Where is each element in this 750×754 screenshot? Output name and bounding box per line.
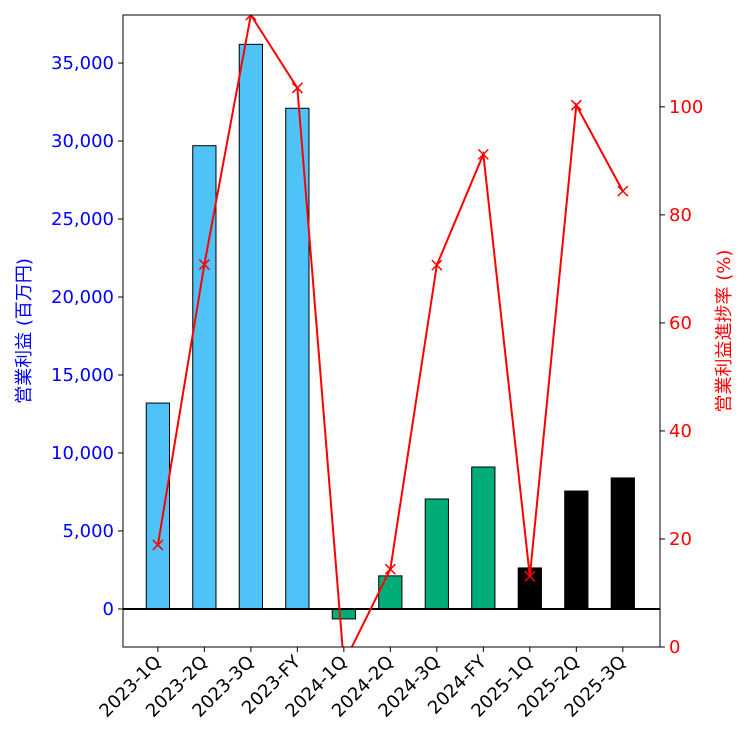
left-tick-label: 25,000 — [51, 209, 114, 230]
marker-2025-1Q — [524, 570, 536, 582]
left-axis-label: 営業利益 (百万円) — [14, 258, 35, 404]
marker-2025-2Q — [570, 99, 582, 111]
left-tick-label: 30,000 — [51, 131, 114, 152]
marker-2025-3Q — [617, 185, 629, 197]
bar-2024-2Q — [378, 575, 403, 610]
plot-frame — [122, 14, 661, 648]
right-tick-label: 60 — [669, 313, 692, 334]
left-tick-label: 35,000 — [51, 53, 114, 74]
left-tick-label: 10,000 — [51, 443, 114, 464]
bar-2025-3Q — [610, 477, 635, 610]
bar-2024-FY — [471, 466, 496, 610]
right-tick-label: 100 — [669, 97, 703, 118]
left-tick-label: 20,000 — [51, 287, 114, 308]
marker-2023-3Q — [245, 15, 257, 21]
right-tick-label: 0 — [669, 637, 680, 658]
progress-line — [156, 15, 624, 647]
line-series — [152, 15, 629, 647]
marker-2024-2Q — [384, 563, 396, 575]
left-tick-label: 15,000 — [51, 365, 114, 386]
marker-2024-FY — [477, 148, 489, 160]
bar-2025-2Q — [564, 490, 589, 610]
left-tick-label: 0 — [103, 599, 114, 620]
bar-2023-2Q — [192, 145, 217, 610]
bar-2023-3Q — [238, 43, 263, 610]
right-tick-label: 20 — [669, 529, 692, 550]
marker-2023-FY — [291, 82, 303, 94]
marker-2024-3Q — [431, 259, 443, 271]
right-tick-label: 40 — [669, 421, 692, 442]
marker-2023-1Q — [152, 539, 164, 551]
left-tick-label: 5,000 — [62, 521, 114, 542]
bar-2024-3Q — [424, 498, 449, 610]
marker-2023-2Q — [198, 259, 210, 271]
bar-2024-1Q — [331, 608, 356, 620]
right-axis-label: 営業利益進捗率 (%) — [714, 250, 735, 413]
right-tick-label: 80 — [669, 205, 692, 226]
bar-2023-1Q — [145, 402, 170, 610]
